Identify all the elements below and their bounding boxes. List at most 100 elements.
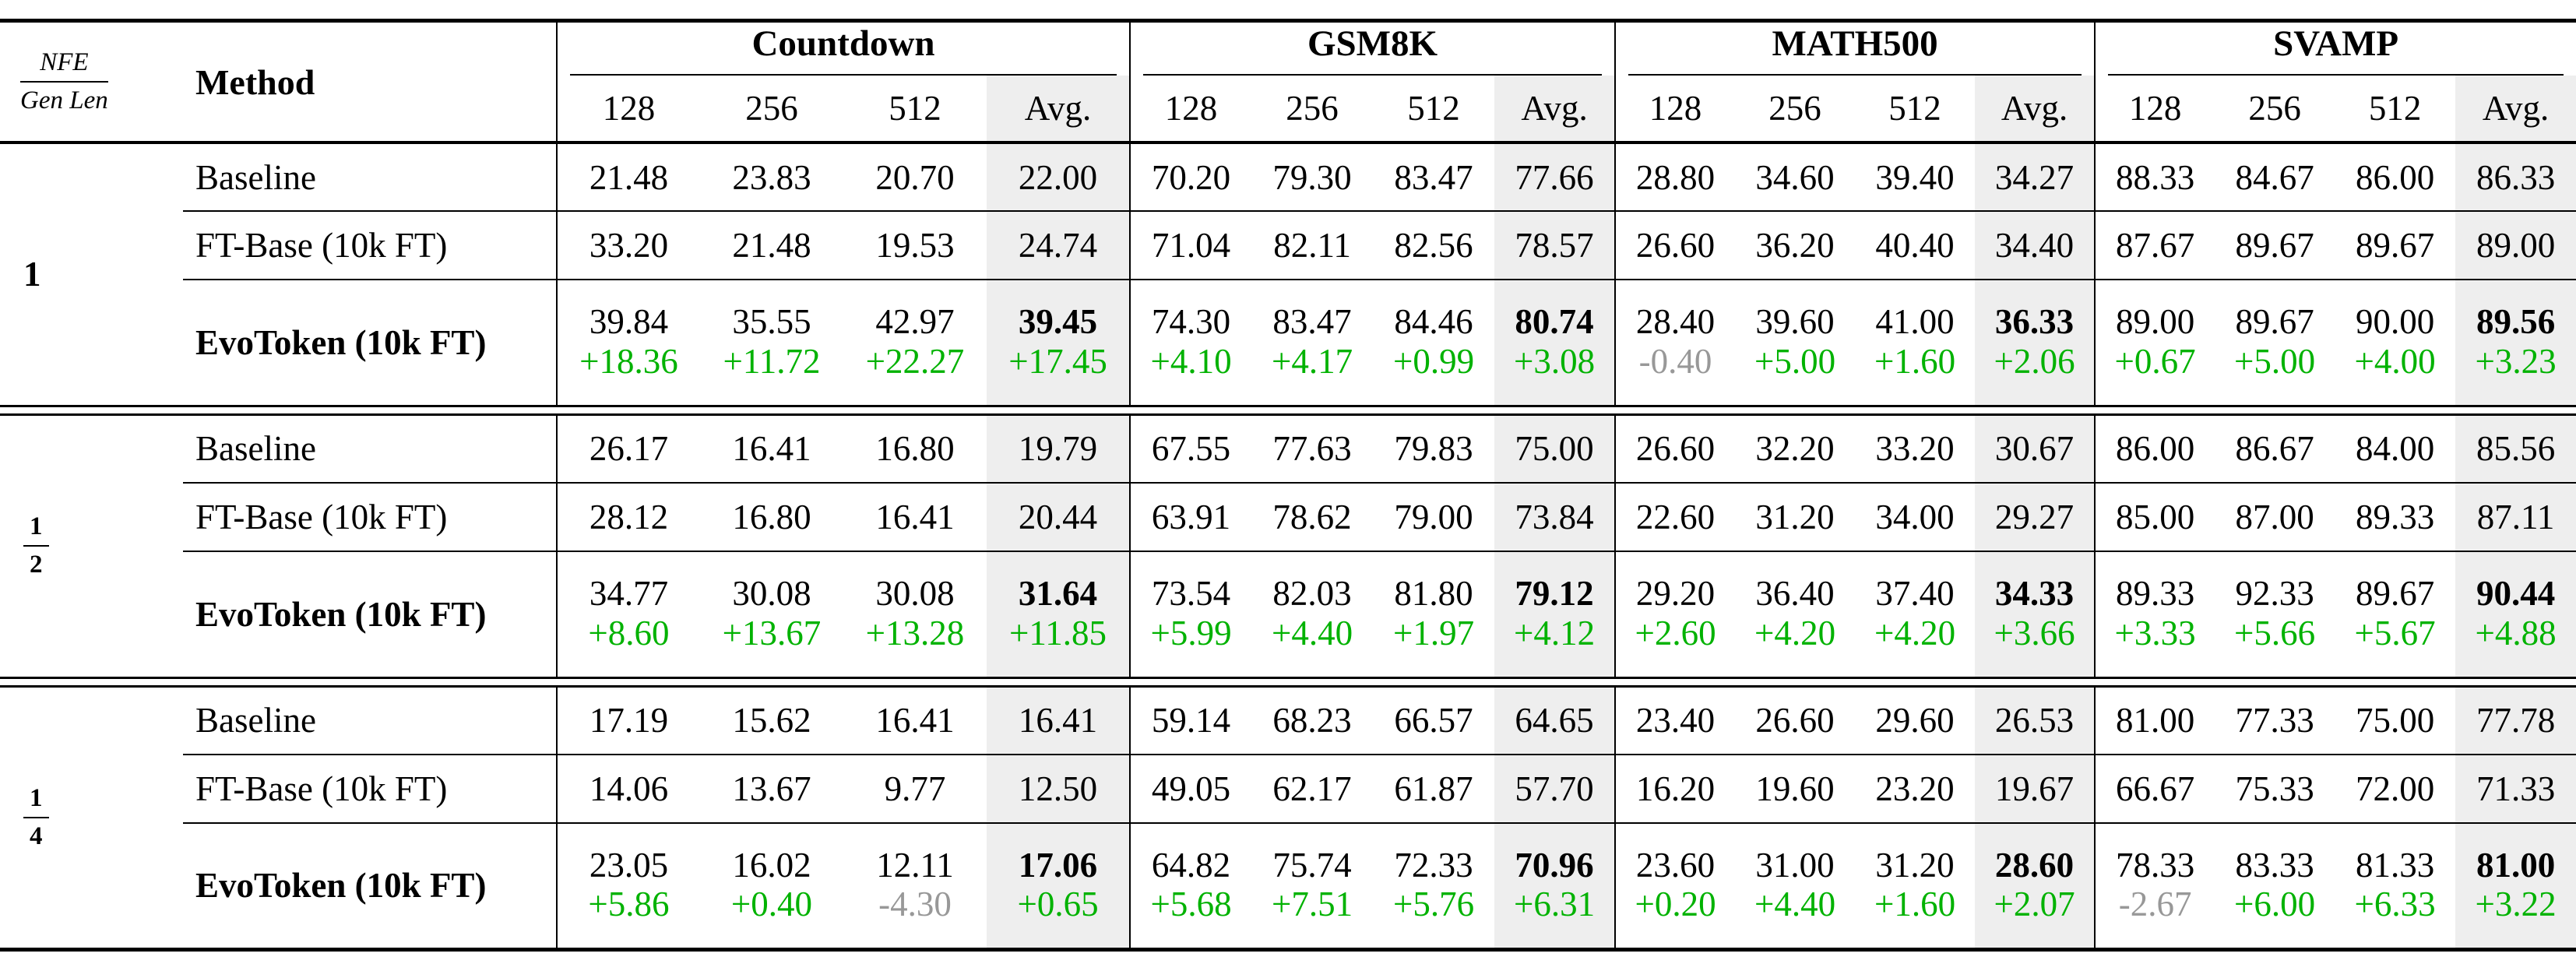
score-cell: 19.67: [1975, 755, 2096, 824]
score-cell: 86.33: [2455, 142, 2576, 212]
score-value: 89.67: [2355, 574, 2435, 614]
delta-value: +4.12: [1513, 613, 1596, 653]
score-cell: 87.00: [2215, 483, 2335, 552]
delta-value: +4.88: [2475, 613, 2557, 653]
benchmark-label: Countdown: [570, 23, 1117, 76]
gen-len-header-svamp-avg: Avg.: [2455, 76, 2576, 144]
method-cell: EvoToken (10k FT): [195, 322, 487, 362]
table-row: 1 2 Baseline 26.17 16.41 16.80 19.79 67.55 77.63…: [0, 414, 2576, 579]
score-cell: 23.60 +0.20: [1614, 823, 1736, 949]
score-cell: 82.56: [1373, 211, 1495, 280]
score-value: 81.00: [2476, 845, 2556, 885]
score-cell: 79.83: [1373, 414, 1495, 484]
score-cell: 86.00: [2094, 414, 2215, 484]
nfe-ratio-label: 1: [23, 255, 41, 294]
score-cell: 39.60 +5.00: [1735, 280, 1855, 406]
delta-value: +6.00: [2234, 885, 2316, 924]
table-row: EvoToken (10k FT) 23.05 +5.86 16.02 +0.40 12.…: [0, 823, 2576, 949]
score-cell: 78.33 -2.67: [2094, 823, 2215, 949]
score-value: 35.55: [732, 302, 811, 342]
table-row: FT-Base (10k FT) 33.20 21.48 19.53 24.74 71.0…: [0, 211, 2576, 280]
score-cell: 81.80 +1.97: [1373, 551, 1494, 677]
score-cell: 61.87: [1373, 755, 1495, 824]
score-cell: 28.80: [1614, 142, 1736, 212]
table-row: FT-Base (10k FT) 28.12 16.80 16.41 20.44 63.9…: [0, 483, 2576, 552]
score-value: 34.33: [1994, 574, 2075, 614]
score-cell: 86.00: [2335, 142, 2456, 212]
score-cell: 36.40 +4.20: [1735, 551, 1855, 677]
score-cell: 12.11 -4.30: [843, 823, 987, 949]
score-value: 28.60: [1994, 845, 2075, 885]
delta-value: +4.00: [2354, 341, 2436, 381]
score-cell: 74.30 +4.10: [1129, 280, 1252, 406]
group-separator: [0, 404, 2576, 416]
score-value: 90.00: [2355, 302, 2435, 342]
delta-value: +5.00: [1754, 341, 1836, 381]
score-cell: 64.82 +5.68: [1129, 823, 1252, 949]
benchmark-header-gsm8k: GSM8K: [1129, 20, 1616, 76]
delta-value: +17.45: [1008, 341, 1107, 381]
score-cell: 75.74 +7.51: [1251, 823, 1373, 949]
score-cell: 82.11: [1251, 211, 1374, 280]
delta-value: -0.40: [1638, 341, 1712, 381]
score-value: 82.03: [1272, 574, 1352, 614]
score-value: 64.82: [1151, 845, 1231, 885]
delta-value: +7.51: [1271, 885, 1353, 924]
score-value: 31.20: [1875, 845, 1955, 885]
score-cell: 23.83: [700, 142, 843, 212]
delta-value: +0.99: [1392, 341, 1475, 381]
score-cell: 30.08 +13.67: [700, 551, 843, 677]
score-cell: 84.67: [2215, 142, 2335, 212]
method-cell: Baseline: [183, 686, 557, 755]
score-cell: 83.47: [1373, 142, 1495, 212]
gen-len-header-svamp-512: 512: [2335, 76, 2456, 144]
score-cell: 30.08 +13.28: [843, 551, 987, 677]
score-cell: 72.33 +5.76: [1373, 823, 1494, 949]
score-cell: 16.20: [1614, 755, 1736, 824]
benchmark-header-countdown: Countdown: [555, 20, 1131, 76]
score-cell: 81.33 +6.33: [2335, 823, 2455, 949]
score-cell: 63.91: [1129, 483, 1252, 552]
gen-len-header-countdown-512: 512: [843, 76, 987, 144]
score-cell: 39.40: [1855, 142, 1976, 212]
score-cell: 28.12: [556, 483, 700, 552]
gen-len-header-math500-512: 512: [1855, 76, 1976, 144]
delta-value: +4.10: [1150, 341, 1232, 381]
score-cell: 31.20 +1.60: [1855, 823, 1975, 949]
method-cell: EvoToken (10k FT): [195, 866, 487, 906]
score-cell: 35.55 +11.72: [700, 280, 843, 406]
score-cell: 16.02 +0.40: [700, 823, 843, 949]
score-cell: 30.67: [1975, 414, 2096, 484]
score-cell: 79.00: [1373, 483, 1495, 552]
gen-len-header-svamp-256: 256: [2215, 76, 2335, 144]
score-value: 75.74: [1272, 845, 1352, 885]
score-value: 74.30: [1151, 302, 1231, 342]
score-cell: 77.63: [1251, 414, 1374, 484]
score-cell: 75.33: [2215, 755, 2335, 824]
score-value: 39.60: [1755, 302, 1835, 342]
score-cell: 89.33 +3.33: [2094, 551, 2215, 677]
score-value: 36.40: [1755, 574, 1835, 614]
score-value: 36.33: [1994, 302, 2075, 342]
gen-len-header-math500-avg: Avg.: [1975, 76, 2096, 144]
score-cell: 87.67: [2094, 211, 2215, 280]
gen-len-header-svamp-128: 128: [2094, 76, 2215, 144]
delta-value: +1.60: [1874, 885, 1956, 924]
score-cell: 82.03 +4.40: [1251, 551, 1373, 677]
benchmark-label: SVAMP: [2108, 23, 2564, 76]
delta-value: +4.40: [1271, 613, 1353, 653]
gen-len-header-math500-128: 128: [1614, 76, 1736, 144]
score-cell: 16.41: [987, 686, 1131, 755]
score-cell: 75.00: [1494, 414, 1616, 484]
score-value: 28.40: [1635, 302, 1716, 342]
gen-len-header-gsm8k-512: 512: [1373, 76, 1495, 144]
score-cell: 16.41: [843, 686, 987, 755]
score-value: 89.33: [2115, 574, 2195, 614]
delta-value: +8.60: [588, 613, 670, 653]
header-genlen-row: 128 256 512 Avg. 128 256 512 Avg. 128 256 512 Avg. 1…: [0, 76, 2576, 144]
score-cell: 17.19: [556, 686, 700, 755]
score-cell: 31.00 +4.40: [1735, 823, 1855, 949]
score-cell: 83.47 +4.17: [1251, 280, 1373, 406]
score-value: 31.64: [1018, 574, 1098, 614]
